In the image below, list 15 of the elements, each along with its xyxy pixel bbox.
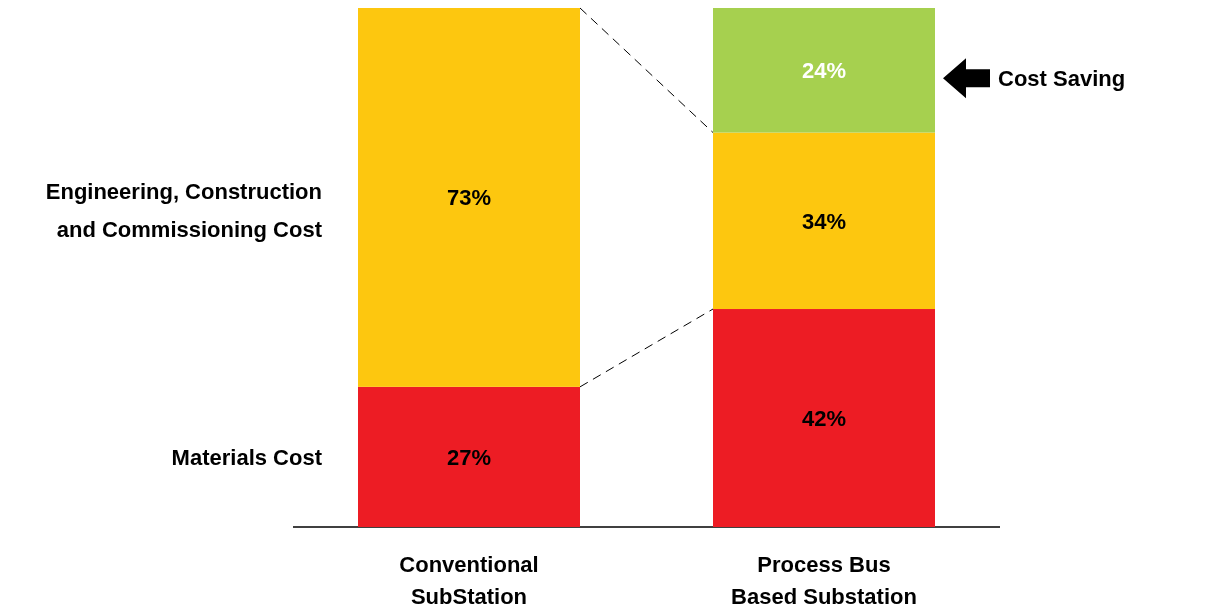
bar [358, 386, 580, 527]
bar [713, 8, 935, 133]
bar [358, 8, 580, 387]
x-tick-label: Conventional SubStation [399, 552, 539, 609]
bar [713, 309, 935, 527]
data-label: 42% [801, 406, 847, 432]
x-tick-label: Process Bus Based Substation [731, 552, 917, 609]
data-label: 27% [446, 444, 492, 470]
data-label: 34% [801, 208, 847, 234]
series-label: Engineering, Construction and Commissioning Cost [45, 179, 323, 243]
text: Cost Saving [998, 66, 1126, 92]
series-label: Materials Cost [171, 444, 323, 470]
data-label: 73% [446, 185, 492, 211]
data-label: 24% [801, 58, 847, 84]
bar [713, 132, 935, 310]
